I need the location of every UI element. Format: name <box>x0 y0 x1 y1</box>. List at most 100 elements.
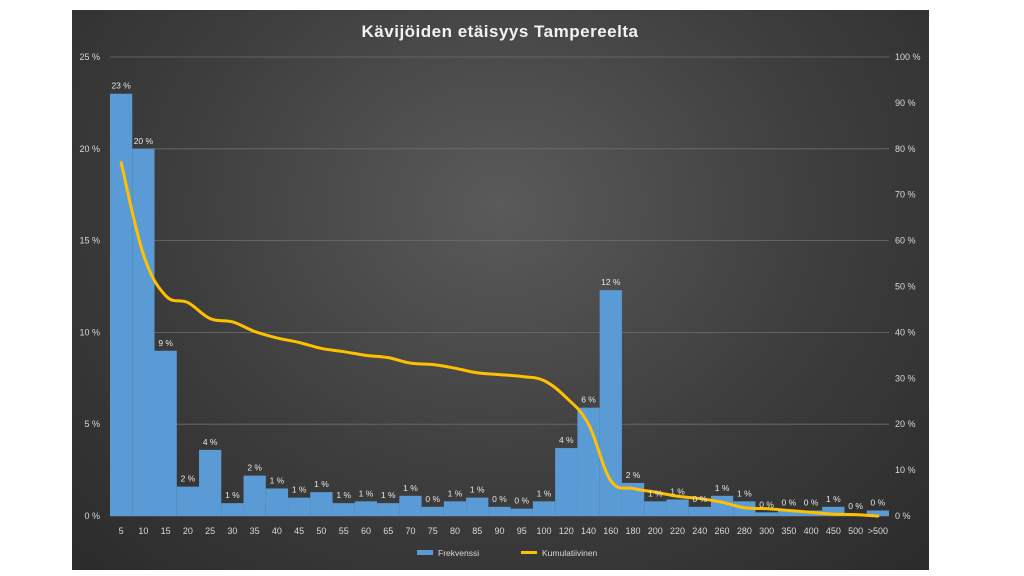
bar <box>866 510 889 516</box>
bar <box>377 503 400 516</box>
bar-data-label: 2 % <box>626 470 641 480</box>
y2-tick-label: 40 % <box>895 327 916 337</box>
x-tick-label: 5 <box>119 526 124 536</box>
x-tick-label: 220 <box>670 526 685 536</box>
bar <box>710 495 734 516</box>
x-tick-label: 70 <box>405 526 415 536</box>
bar-data-label: 1 % <box>670 486 685 496</box>
bar-data-label: 1 % <box>715 483 730 493</box>
bar <box>532 501 556 516</box>
bar-series <box>110 93 889 517</box>
chart-panel: Kävijöiden etäisyys Tampereelta 23 % 20 %… <box>72 10 929 570</box>
x-tick-label: 65 <box>383 526 393 536</box>
bar-data-label: 1 % <box>314 479 329 489</box>
cumulative-line-series <box>119 161 880 518</box>
y2-tick-label: 0 % <box>895 511 911 521</box>
x-tick-label: 180 <box>626 526 641 536</box>
gridlines <box>110 56 889 517</box>
bar <box>221 503 244 516</box>
bar-data-label: 1 % <box>359 488 374 498</box>
bar-data-label: 4 % <box>203 437 218 447</box>
bar <box>822 506 845 516</box>
bar-data-label: 2 % <box>247 463 262 473</box>
bar-data-label: 4 % <box>559 435 574 445</box>
y-tick-label: 15 % <box>79 236 100 246</box>
bar <box>243 475 266 516</box>
legend-label-frekvenssi: Frekvenssi <box>438 548 479 558</box>
x-tick-label: 450 <box>826 526 841 536</box>
bar <box>443 501 467 516</box>
y-axis-right: 0 % 10 % 20 % 30 % 40 % 50 % 60 % 70 % 80 % 90 % 1… <box>895 52 921 521</box>
x-tick-label: >500 <box>868 526 888 536</box>
bar-data-label: 0 % <box>692 494 707 504</box>
bar <box>510 508 533 516</box>
bar-data-label: 1 % <box>448 488 463 498</box>
y-tick-label: 20 % <box>79 144 100 154</box>
bar-data-label: 0 % <box>514 496 529 506</box>
x-tick-label: 50 <box>316 526 326 536</box>
x-tick-label: 120 <box>559 526 574 536</box>
bar <box>332 503 355 516</box>
bar <box>555 448 578 516</box>
x-tick-label: 15 <box>161 526 171 536</box>
bar <box>176 486 200 516</box>
y-axis-left: 0 % 5 % 10 % 15 % 20 % 25 % <box>79 52 100 521</box>
bar-data-label: 0 % <box>782 497 797 507</box>
bar-data-label: 20 % <box>134 136 154 146</box>
x-tick-label: 260 <box>715 526 730 536</box>
bar-data-label: 6 % <box>581 395 596 405</box>
bar-data-label: 1 % <box>648 488 663 498</box>
bar <box>466 497 489 516</box>
y2-tick-label: 90 % <box>895 98 916 108</box>
bar-data-label: 0 % <box>425 494 440 504</box>
bar-data-label: 0 % <box>492 494 507 504</box>
bar <box>421 506 444 516</box>
x-tick-label: 90 <box>494 526 504 536</box>
x-tick-label: 25 <box>205 526 215 536</box>
bar <box>621 482 645 516</box>
y2-tick-label: 10 % <box>895 465 916 475</box>
y-tick-label: 5 % <box>84 419 100 429</box>
bar <box>488 506 511 516</box>
x-tick-label: 500 <box>848 526 863 536</box>
bar <box>310 492 333 516</box>
cumulative-line <box>119 161 880 518</box>
x-tick-label: 60 <box>361 526 371 536</box>
bar <box>354 501 378 516</box>
x-tick-label: 55 <box>339 526 349 536</box>
legend-swatch-kumulatiivinen <box>521 551 537 554</box>
y2-tick-label: 60 % <box>895 236 916 246</box>
x-tick-label: 95 <box>517 526 527 536</box>
legend: Frekvenssi Kumulatiivinen <box>417 548 598 558</box>
legend-swatch-frekvenssi <box>417 550 433 555</box>
bar <box>755 512 778 516</box>
y-tick-label: 10 % <box>79 327 100 337</box>
bar-data-label: 9 % <box>158 338 173 348</box>
bar <box>154 350 177 516</box>
bar <box>132 148 155 517</box>
bar-data-label: 1 % <box>403 483 418 493</box>
chart-svg: Kävijöiden etäisyys Tampereelta 23 % 20 %… <box>79 22 921 558</box>
bar-data-label: 1 % <box>537 488 552 498</box>
x-tick-label: 40 <box>272 526 282 536</box>
y-tick-label: 25 % <box>79 52 100 62</box>
bar <box>399 495 422 516</box>
bar-data-label: 12 % <box>601 277 621 287</box>
bar <box>777 510 800 516</box>
bar-data-label: 1 % <box>270 475 285 485</box>
bar-data-label: 1 % <box>381 490 396 500</box>
bar-data-label: 0 % <box>848 501 863 511</box>
bar <box>688 506 711 516</box>
bar <box>110 93 133 516</box>
x-tick-label: 80 <box>450 526 460 536</box>
bar-data-label: 2 % <box>181 474 196 484</box>
bar-data-label: 1 % <box>336 490 351 500</box>
x-tick-label: 85 <box>472 526 482 536</box>
x-tick-label: 200 <box>648 526 663 536</box>
x-tick-label: 100 <box>536 526 551 536</box>
bar <box>599 290 622 516</box>
bar-data-label: 0 % <box>871 497 886 507</box>
bar-data-label: 1 % <box>737 488 752 498</box>
bar-data-label: 1 % <box>826 494 841 504</box>
data-labels: 23 % 20 % 9 % 2 % 4 % 1 % 2 % 1 % 1 % 1 % 1 % 1 % 1 … <box>111 81 885 511</box>
